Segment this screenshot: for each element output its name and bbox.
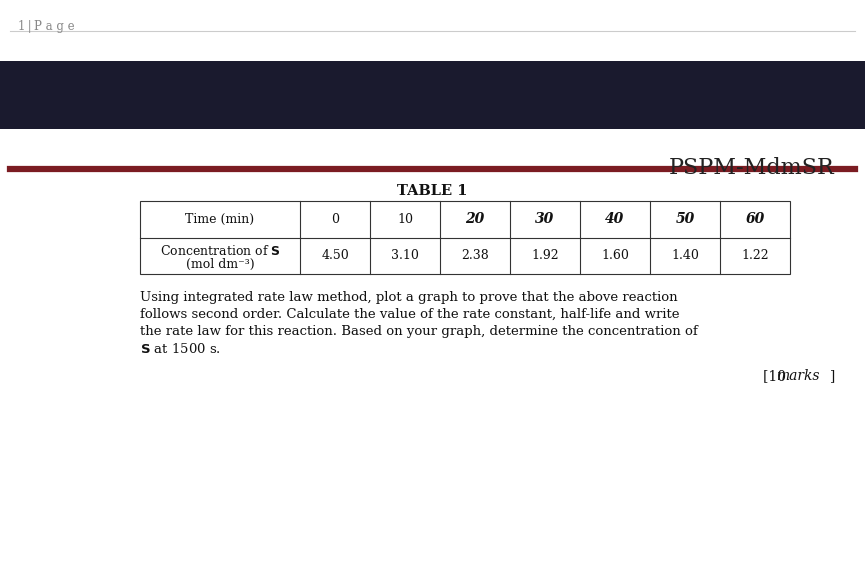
Bar [0, 61, 865, 129]
Text: 1 | P a g e: 1 | P a g e [18, 20, 74, 33]
Text: 40: 40 [606, 212, 625, 226]
Text: 1.60: 1.60 [601, 249, 629, 262]
Text: follows second order. Calculate the value of the rate constant, half-life and wr: follows second order. Calculate the valu… [140, 308, 680, 321]
Text: the rate law for this reaction. Based on your graph, determine the concentration: the rate law for this reaction. Based on… [140, 325, 698, 338]
Text: $\mathbf{S}$ at 1500 s.: $\mathbf{S}$ at 1500 s. [140, 342, 221, 356]
Text: 4.50: 4.50 [321, 249, 349, 262]
Bar [140, 201, 790, 274]
Text: 60: 60 [746, 212, 765, 226]
Text: 1.22: 1.22 [741, 249, 769, 262]
Text: ]: ] [830, 369, 835, 383]
Text: Using integrated rate law method, plot a graph to prove that the above reaction: Using integrated rate law method, plot a… [140, 291, 677, 304]
Text: Concentration of $\mathbf{S}$: Concentration of $\mathbf{S}$ [160, 244, 280, 258]
Text: 3.10: 3.10 [391, 249, 419, 262]
Text: (mol dm⁻³): (mol dm⁻³) [186, 258, 254, 271]
Text: 10: 10 [397, 213, 413, 226]
Text: 0: 0 [331, 213, 339, 226]
Text: 1.40: 1.40 [671, 249, 699, 262]
Text: 1.92: 1.92 [531, 249, 559, 262]
Text: 2.38: 2.38 [461, 249, 489, 262]
Text: TABLE 1: TABLE 1 [397, 184, 467, 198]
Text: 30: 30 [535, 212, 554, 226]
Text: marks: marks [777, 369, 820, 383]
Text: [10: [10 [763, 369, 790, 383]
Text: Time (min): Time (min) [185, 213, 254, 226]
Text: 50: 50 [676, 212, 695, 226]
Text: PSPM-MdmSR: PSPM-MdmSR [670, 157, 835, 179]
Text: 20: 20 [465, 212, 484, 226]
